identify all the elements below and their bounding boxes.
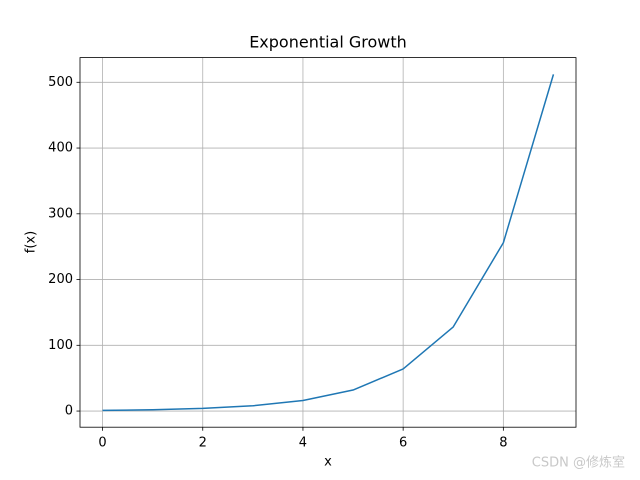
x-tick-label: 2 <box>199 436 207 451</box>
x-tick-label: 4 <box>299 436 307 451</box>
x-axis-label: x <box>324 455 332 470</box>
y-tick-label: 400 <box>48 141 73 156</box>
x-tick-label: 6 <box>399 436 407 451</box>
y-tick-label: 100 <box>48 338 73 353</box>
y-tick-label: 300 <box>48 206 73 221</box>
plot-frame <box>79 57 577 428</box>
x-tick-label: 0 <box>98 436 106 451</box>
y-tick-label: 500 <box>48 75 73 90</box>
y-axis-label: f(x) <box>24 231 39 253</box>
chart-title: Exponential Growth <box>249 33 407 52</box>
y-tick-label: 200 <box>48 272 73 287</box>
line-series <box>102 74 555 412</box>
y-tick-label: 0 <box>65 404 73 419</box>
watermark: CSDN @修炼室 <box>532 455 625 471</box>
x-tick-label: 8 <box>499 436 507 451</box>
